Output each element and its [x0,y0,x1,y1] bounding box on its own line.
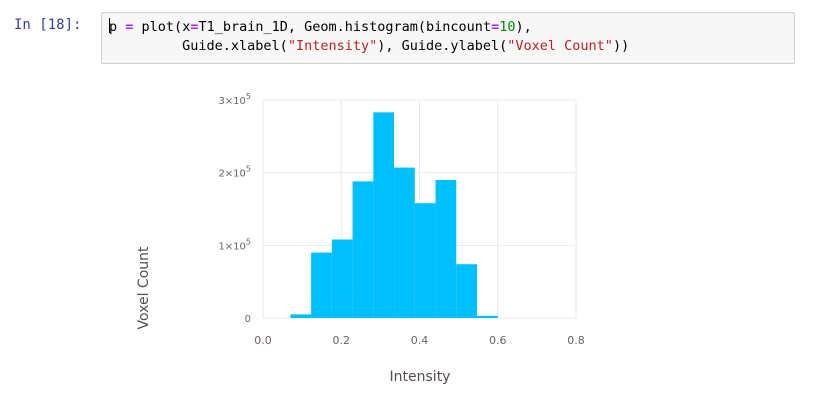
histogram-bar [290,314,312,318]
histogram-bar [456,264,478,318]
y-tick-mantissa: 3×10 [218,96,245,107]
code-token: ), Guide.ylabel( [377,38,508,54]
code-line-2: Guide.xlabel("Intensity"), Guide.ylabel(… [109,37,794,56]
x-tick-label: 0.0 [254,334,272,347]
x-tick-label: 0.8 [567,334,585,347]
code-token: = [190,19,199,35]
code-token: Guide.xlabel( [109,38,288,54]
histogram-bar [435,179,457,318]
histogram-plot: 0 1×105 2×105 3×105 0.0 0.2 0.4 0.6 0.8 Intensi… [130,80,600,400]
code-token: p [109,19,118,35]
code-token: ), [515,19,532,35]
cell-prompt: In [18]: [14,17,82,33]
y-tick-mantissa: 0 [245,314,251,325]
y-tick-exponent: 5 [246,92,251,101]
code-token: T1_brain_1D, Geom.histogram(bincount [198,19,492,35]
code-token: = [491,19,500,35]
y-tick-exponent: 5 [246,237,251,246]
y-axis-label: Voxel Count [136,246,152,330]
code-token: )) [612,38,630,54]
y-tick-exponent: 5 [246,165,251,174]
y-tick-label: 2×105 [218,165,251,180]
histogram-bar [394,167,415,318]
y-tick-mantissa: 1×10 [218,241,245,252]
histogram-bar [352,181,374,318]
code-token: "Voxel Count" [507,38,613,54]
histogram-bar [477,315,498,318]
code-token: plot(x [133,19,191,35]
code-line-1: p = plot(x=T1_brain_1D, Geom.histogram(b… [109,18,794,37]
y-tick-mantissa: 2×10 [218,169,245,180]
code-token: 10 [499,19,516,35]
code-cell-input[interactable]: p = plot(x=T1_brain_1D, Geom.histogram(b… [101,12,795,64]
code-token: = [125,19,134,35]
histogram-bar [373,112,395,318]
y-tick-label: 3×105 [218,92,251,107]
x-tick-label: 0.2 [333,334,351,347]
histogram-bar [331,239,353,318]
x-tick-labels: 0.0 0.2 0.4 0.6 0.8 [254,334,585,347]
y-tick-label: 0 [245,314,251,325]
histogram-bar [414,203,436,318]
histogram-bars [290,112,498,318]
y-tick-label: 1×105 [218,237,251,252]
x-axis-label: Intensity [390,369,451,385]
text-cursor [109,18,110,33]
x-tick-label: 0.4 [411,334,429,347]
x-tick-label: 0.6 [489,334,507,347]
histogram-bar [311,252,332,318]
code-token: "Intensity" [287,38,378,54]
